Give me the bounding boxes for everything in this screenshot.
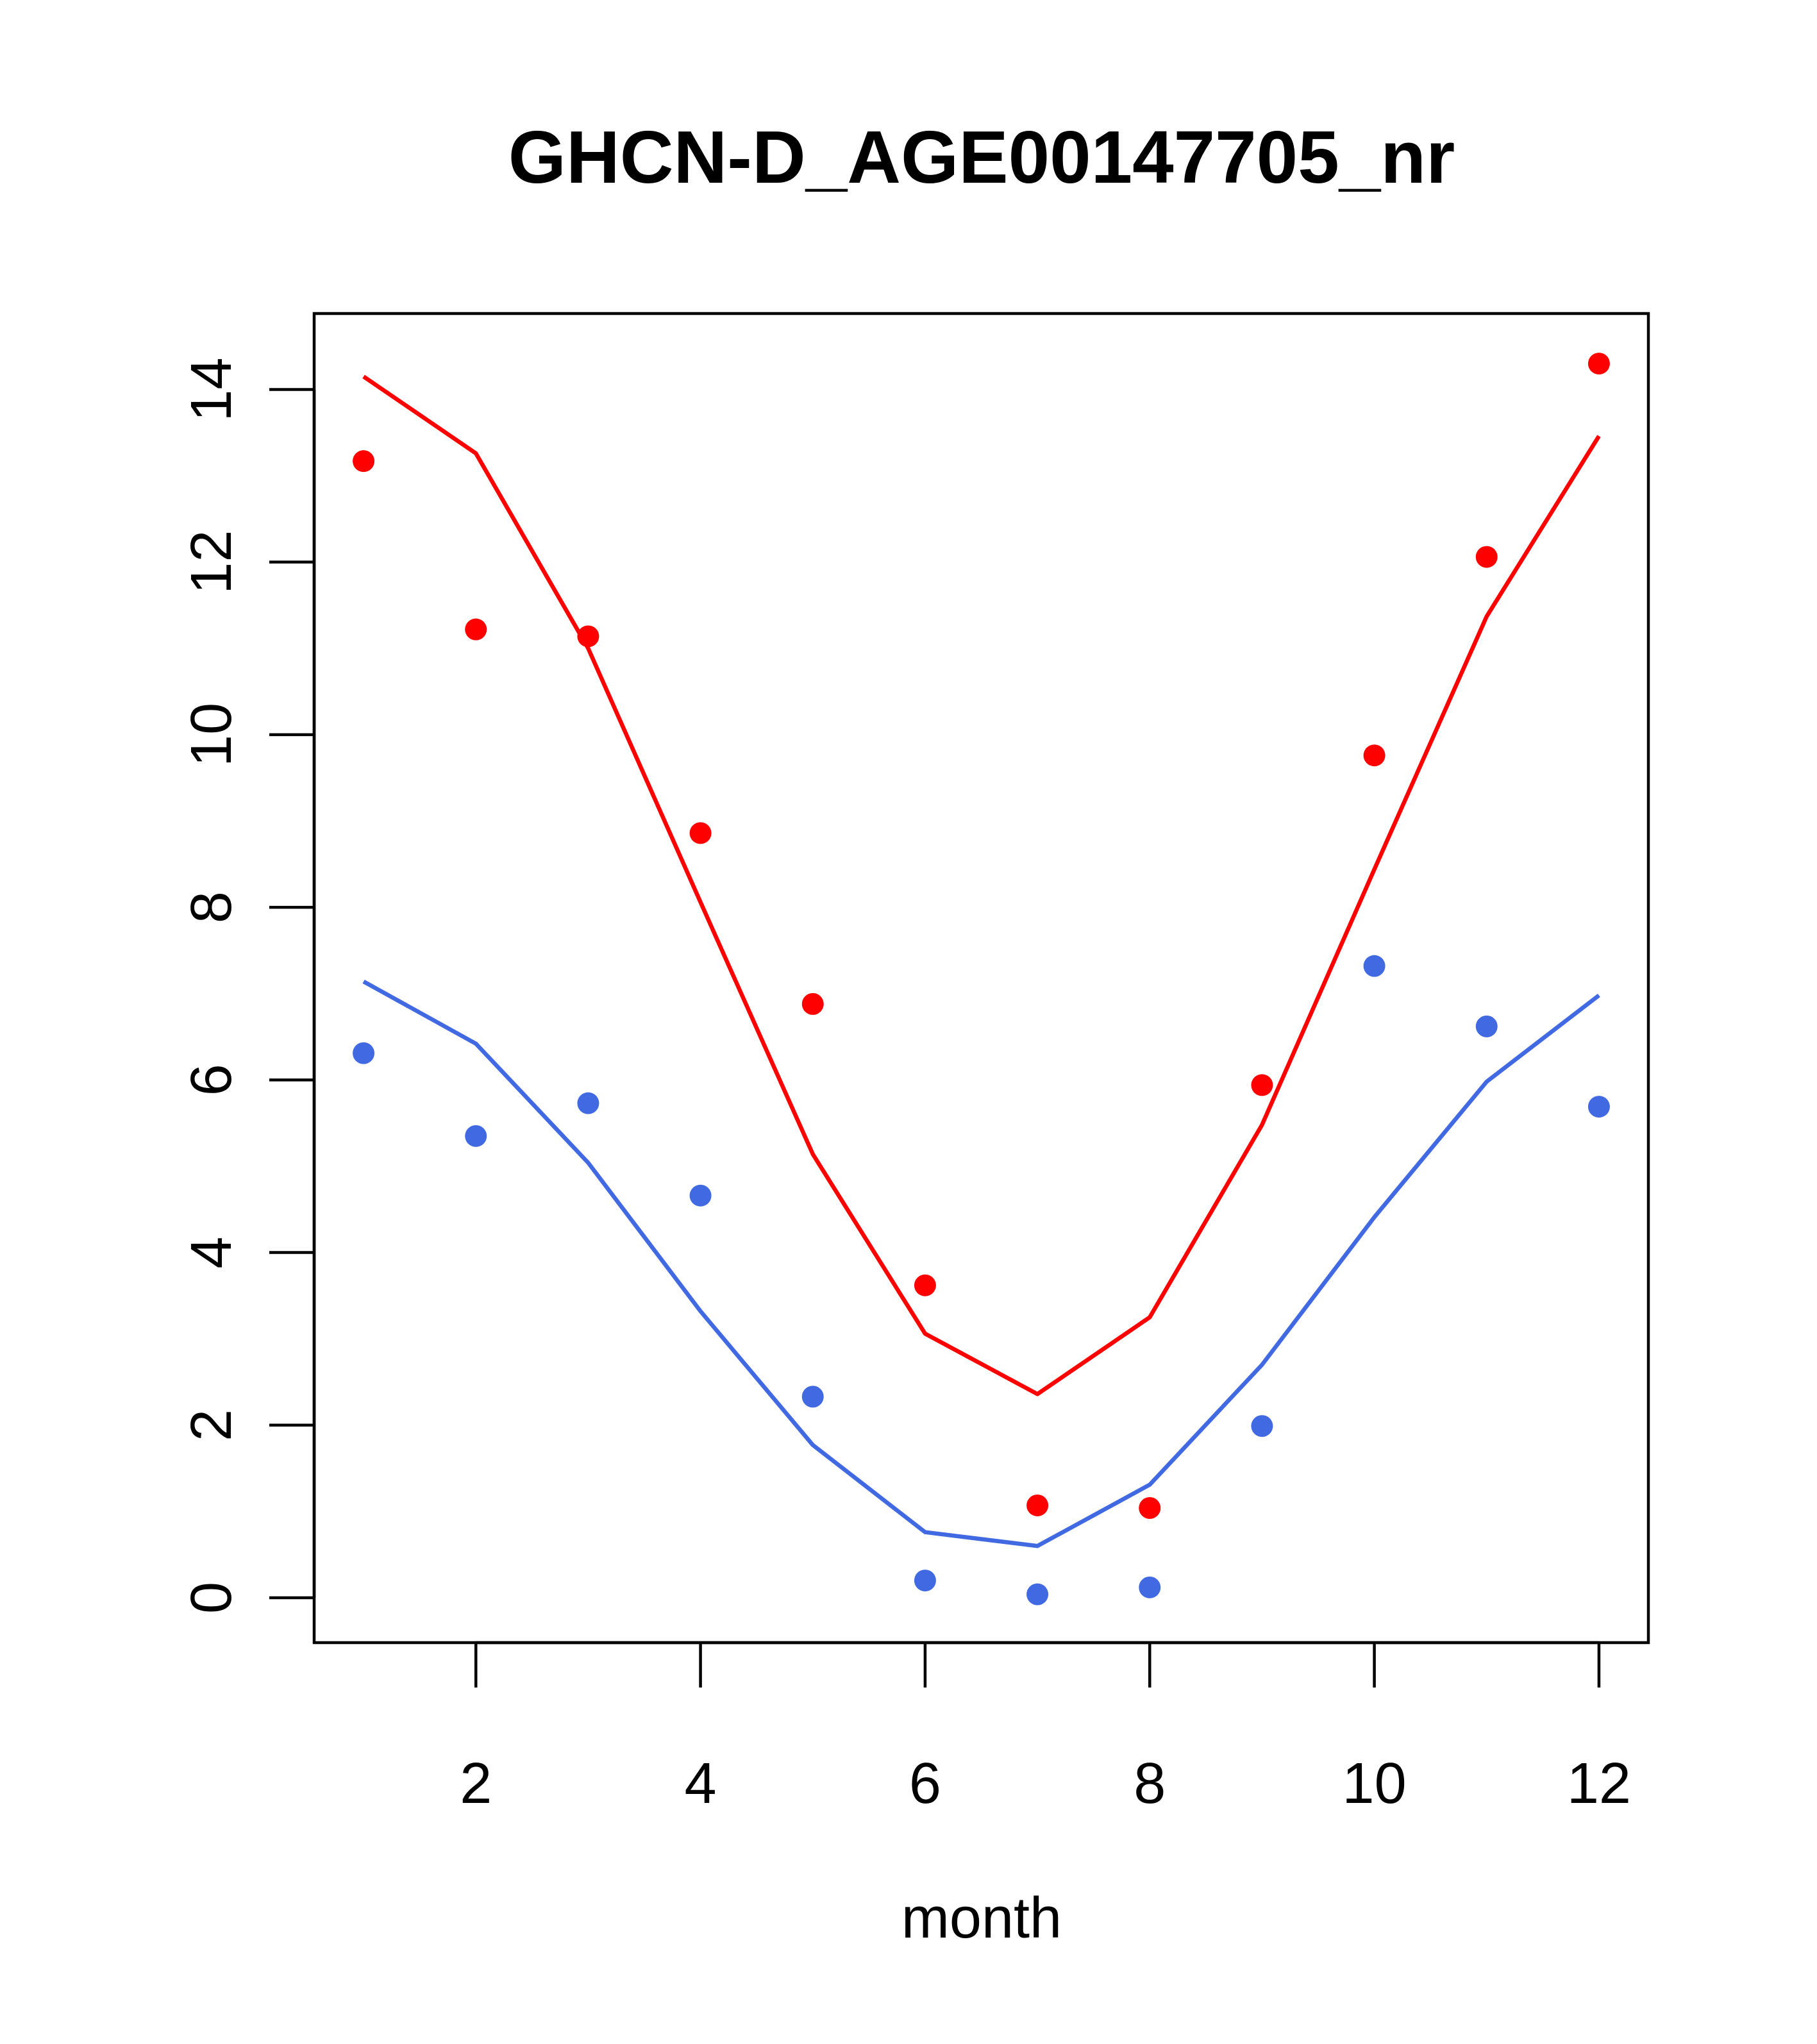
data-point: [1475, 1015, 1498, 1037]
plot-frame: [312, 312, 1650, 1645]
data-point: [1587, 353, 1610, 375]
y-tick-label: 4: [180, 1237, 244, 1269]
x-tick-label: 2: [460, 1752, 492, 1816]
data-point: [689, 822, 712, 844]
data-point: [465, 1125, 487, 1147]
x-tick-label: 12: [1567, 1752, 1631, 1816]
chart-title: GHCN-D_AGE00147705_nr: [508, 115, 1455, 199]
data-point: [577, 1092, 599, 1114]
y-tick-label: 14: [180, 357, 244, 421]
data-point: [465, 618, 487, 641]
data-point: [1363, 955, 1386, 977]
x-tick-label: 4: [685, 1752, 717, 1816]
y-tick-label: 10: [180, 703, 244, 767]
y-tick-label: 6: [180, 1064, 244, 1096]
y-tick-label: 8: [180, 891, 244, 923]
data-point: [1026, 1583, 1049, 1605]
x-tick-label: 6: [909, 1752, 941, 1816]
y-tick-label: 0: [180, 1582, 244, 1614]
data-point: [914, 1570, 936, 1592]
data-point: [1363, 744, 1386, 767]
series-line: [362, 374, 1601, 1396]
data-point: [1026, 1494, 1049, 1516]
data-point: [801, 1386, 824, 1408]
data-point: [577, 625, 599, 648]
x-axis: 2 4 6 8 10 12: [460, 1641, 1631, 1816]
data-point: [353, 1042, 375, 1064]
data-point: [1139, 1576, 1161, 1598]
data-point: [689, 1184, 712, 1207]
x-tick-label: 10: [1343, 1752, 1407, 1816]
data-point: [1587, 1096, 1610, 1118]
series-layer: [353, 353, 1610, 1605]
data-point: [1475, 546, 1498, 568]
data-point: [1251, 1415, 1273, 1437]
data-point: [1251, 1074, 1273, 1096]
series-line: [362, 980, 1600, 1548]
data-point: [353, 450, 375, 473]
y-tick-label: 12: [180, 530, 244, 594]
data-point: [801, 993, 824, 1015]
y-axis: 0 2 4 6 8 10 12 14: [180, 357, 316, 1614]
x-tick-label: 8: [1134, 1752, 1166, 1816]
data-point: [914, 1274, 936, 1296]
y-tick-label: 2: [180, 1409, 244, 1441]
data-point: [1139, 1497, 1161, 1520]
x-axis-label: month: [901, 1886, 1062, 1950]
